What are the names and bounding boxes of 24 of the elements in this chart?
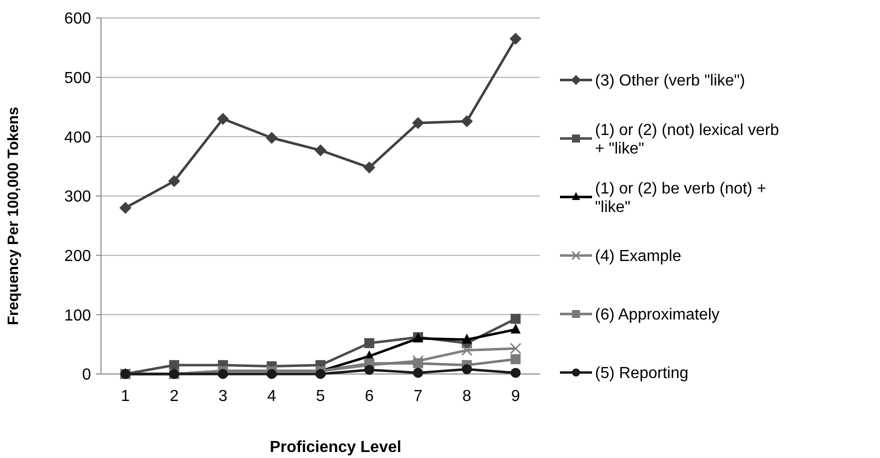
x-tick-label: 7 [414, 388, 423, 405]
x-tick-label: 9 [511, 388, 520, 405]
y-tick-label: 200 [64, 248, 92, 265]
y-tick-label: 600 [64, 10, 92, 28]
x-tick-label: 5 [316, 388, 326, 405]
legend-label: (1) or (2) (not) lexical verb + "like" [595, 122, 780, 158]
x-tick-label: 8 [462, 388, 472, 405]
legend-label: (3) Other (verb "like") [595, 72, 746, 90]
legend-label: (1) or (2) be verb (not) + "like" [595, 180, 766, 216]
y-tick-label: 400 [64, 129, 92, 146]
legend-label: (4) Example [595, 248, 682, 266]
x-tick-label: 2 [170, 388, 179, 405]
x-tick-label: 4 [267, 388, 276, 405]
y-axis-title: Frequency Per 100,000 Tokens [5, 106, 22, 326]
y-tick-label: 500 [64, 70, 92, 87]
x-tick-label: 6 [364, 388, 374, 405]
legend-label: (6) Approximately [595, 306, 720, 324]
y-tick-label: 300 [64, 188, 92, 206]
legend-label: (5) Reporting [595, 365, 688, 382]
x-tick-label: 1 [120, 388, 130, 405]
y-tick-label: 100 [64, 307, 92, 324]
x-axis-title: Proficiency Level [270, 439, 402, 456]
x-tick-label: 3 [218, 388, 228, 405]
y-tick-label: 0 [82, 366, 92, 384]
